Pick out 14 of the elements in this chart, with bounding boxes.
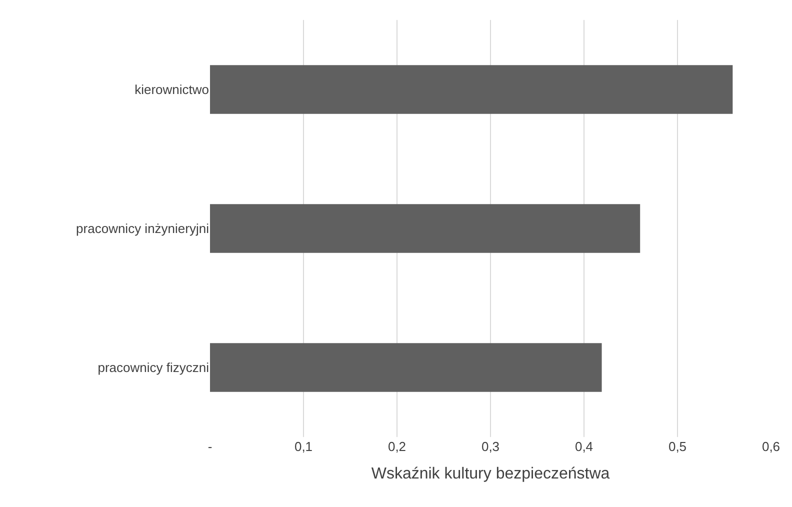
- x-tick-label: 0,4: [574, 439, 594, 454]
- bar: [210, 204, 640, 253]
- bar: [210, 343, 602, 392]
- y-tick-label: pracownicy inżynieryjni: [76, 221, 210, 236]
- x-tick-label: 0,3: [481, 439, 500, 454]
- x-tick-label: 0,6: [762, 439, 780, 454]
- bar: [210, 65, 733, 114]
- y-tick-label: kierownictwo: [134, 82, 209, 98]
- x-axis-title: Wskaźnik kultury bezpieczeństwa: [371, 466, 610, 483]
- y-tick-label: pracownicy fizyczni: [98, 360, 210, 376]
- x-tick-label: 0,5: [668, 439, 687, 454]
- x-tick-label: 0,1: [294, 439, 313, 454]
- x-tick-label: -: [208, 439, 212, 454]
- x-tick-label: 0,2: [388, 439, 406, 454]
